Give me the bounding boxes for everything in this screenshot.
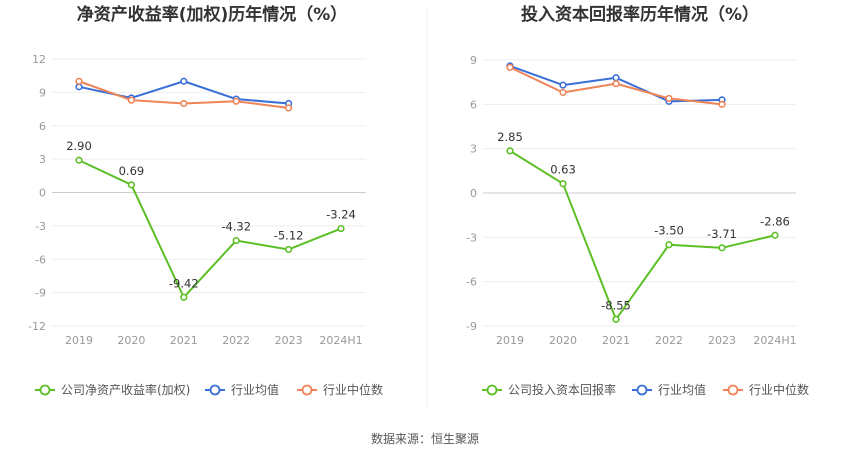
data-point[interactable] (285, 104, 293, 112)
x-tick-label: 2023 (708, 334, 736, 347)
data-label: -9.42 (169, 276, 199, 290)
data-point[interactable] (337, 224, 345, 233)
y-tick-label: 9 (470, 54, 477, 67)
x-tick-label: 2022 (655, 334, 683, 347)
x-tick-label: 2020 (117, 334, 145, 347)
data-point[interactable] (612, 315, 620, 323)
data-label: -4.32 (221, 220, 251, 234)
data-point[interactable] (180, 77, 188, 85)
data-label: 0.69 (119, 164, 145, 178)
data-point[interactable] (665, 241, 673, 249)
y-tick-label: -3 (35, 220, 46, 233)
y-tick-label: -9 (35, 287, 46, 300)
data-source-note: 数据来源：恒生聚源 (371, 431, 479, 446)
legend-marker-icon (301, 384, 313, 396)
data-point[interactable] (127, 181, 135, 189)
y-tick-label: 3 (470, 143, 477, 156)
data-label: -2.86 (760, 214, 790, 228)
legend-marker-icon (636, 384, 648, 396)
y-tick-label: 0 (39, 187, 46, 200)
x-tick-label: 2019 (496, 334, 524, 347)
chart-title: 投入资本回报率历年情况（%） (521, 4, 759, 25)
y-tick-label: 6 (470, 98, 477, 111)
data-label: 2.90 (66, 139, 92, 153)
y-tick-label: -9 (466, 320, 477, 333)
data-point[interactable] (506, 147, 514, 155)
data-point[interactable] (75, 77, 83, 85)
data-point[interactable] (665, 94, 673, 103)
legend-item-label[interactable]: 行业中位数 (749, 382, 809, 397)
x-tick-label: 2024H1 (753, 334, 796, 347)
data-point[interactable] (232, 97, 240, 105)
legend-marker-icon (727, 384, 739, 396)
data-point[interactable] (771, 231, 779, 239)
legend-item-label[interactable]: 行业均值 (231, 382, 279, 397)
data-point[interactable] (718, 244, 726, 252)
data-point[interactable] (718, 100, 726, 108)
legend-item-label[interactable]: 公司净资产收益率(加权) (61, 382, 190, 397)
data-label: -3.50 (654, 224, 684, 238)
y-tick-label: 0 (470, 187, 477, 200)
data-point[interactable] (612, 80, 620, 88)
data-point[interactable] (559, 81, 567, 89)
data-point[interactable] (559, 180, 567, 188)
y-tick-label: -6 (466, 276, 477, 289)
data-label: -3.71 (707, 227, 737, 241)
y-tick-label: 3 (39, 153, 46, 166)
legend-marker-icon (209, 384, 221, 396)
y-tick-label: -3 (466, 231, 477, 244)
x-tick-label: 2024H1 (319, 334, 362, 347)
data-point[interactable] (75, 156, 83, 164)
legend-marker-icon (486, 384, 498, 396)
y-tick-label: -6 (35, 253, 46, 266)
chart-title: 净资产收益率(加权)历年情况（%） (77, 4, 348, 25)
data-label: 2.85 (497, 130, 523, 144)
y-tick-label: 9 (39, 86, 46, 99)
y-tick-label: -12 (28, 320, 46, 333)
roe-chart-panel: 净资产收益率(加权)历年情况（%） 12 9 6 3 0 -3 -6 -9 -12 2019 2020… (28, 4, 383, 397)
data-point[interactable] (559, 88, 567, 97)
x-tick-label: 2022 (222, 334, 250, 347)
data-label: -5.12 (274, 228, 304, 242)
roic-chart-panel: 投入资本回报率历年情况（%） 9 6 3 0 -3 -6 -9 2019 2020 2021 2022… (466, 4, 809, 397)
data-point[interactable] (612, 74, 620, 82)
data-label: 0.63 (550, 163, 576, 177)
legend-item-label[interactable]: 公司投入资本回报率 (508, 382, 616, 397)
company-series-line (78, 159, 342, 299)
x-tick-label: 2023 (275, 334, 303, 347)
data-point[interactable] (232, 236, 240, 245)
y-tick-label: 6 (39, 120, 46, 133)
legend-item-label[interactable]: 行业中位数 (323, 382, 383, 397)
data-point[interactable] (127, 96, 135, 104)
data-label: -8.55 (601, 298, 631, 312)
legend-marker-icon (39, 384, 51, 396)
company-series-line (509, 150, 776, 321)
data-point[interactable] (75, 83, 83, 91)
data-point[interactable] (285, 245, 293, 254)
x-tick-label: 2021 (170, 334, 198, 347)
x-tick-label: 2019 (65, 334, 93, 347)
x-tick-label: 2021 (602, 334, 630, 347)
legend-item-label[interactable]: 行业均值 (658, 382, 706, 397)
data-point[interactable] (506, 63, 514, 71)
data-point[interactable] (180, 99, 188, 108)
y-tick-label: 12 (32, 53, 46, 66)
data-label: -3.24 (326, 208, 356, 222)
x-tick-label: 2020 (549, 334, 577, 347)
data-point[interactable] (180, 293, 188, 301)
